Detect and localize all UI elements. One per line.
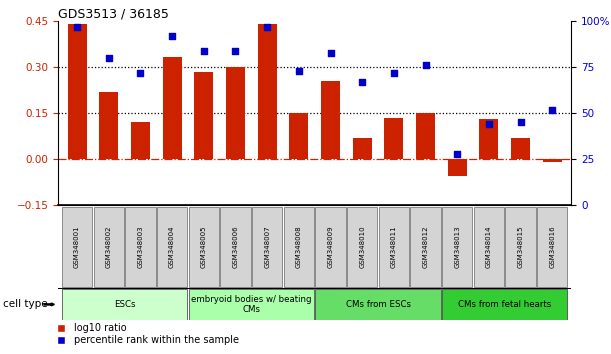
Text: GSM348011: GSM348011 — [391, 225, 397, 268]
FancyBboxPatch shape — [411, 207, 441, 287]
Bar — [384, 118, 403, 159]
Text: GSM348013: GSM348013 — [454, 225, 460, 268]
FancyBboxPatch shape — [62, 289, 188, 320]
Bar — [321, 81, 340, 159]
Point — [420, 63, 430, 68]
FancyBboxPatch shape — [537, 207, 568, 287]
Point — [452, 151, 462, 156]
Text: GSM348008: GSM348008 — [296, 225, 302, 268]
Bar — [543, 159, 562, 162]
FancyBboxPatch shape — [189, 289, 314, 320]
FancyBboxPatch shape — [379, 207, 409, 287]
FancyBboxPatch shape — [189, 207, 219, 287]
Bar — [448, 159, 467, 176]
Bar — [131, 122, 150, 159]
Text: GDS3513 / 36185: GDS3513 / 36185 — [58, 7, 169, 20]
Text: GSM348007: GSM348007 — [264, 225, 270, 268]
Text: ESCs: ESCs — [114, 300, 135, 309]
Text: GSM348012: GSM348012 — [423, 225, 428, 268]
FancyBboxPatch shape — [442, 289, 568, 320]
Point — [72, 24, 82, 30]
Legend: log10 ratio, percentile rank within the sample: log10 ratio, percentile rank within the … — [48, 319, 243, 349]
FancyBboxPatch shape — [93, 207, 124, 287]
Bar — [258, 24, 277, 159]
Text: GSM348010: GSM348010 — [359, 225, 365, 268]
Point — [294, 68, 304, 74]
Text: GSM348015: GSM348015 — [518, 225, 524, 268]
Point — [326, 50, 335, 55]
Text: GSM348005: GSM348005 — [201, 225, 207, 268]
Point — [136, 70, 145, 76]
Bar — [416, 113, 435, 159]
Point — [104, 55, 114, 61]
Bar — [99, 92, 119, 159]
FancyBboxPatch shape — [315, 289, 441, 320]
Bar — [226, 67, 245, 159]
Point — [230, 48, 240, 53]
Point — [389, 70, 399, 76]
FancyBboxPatch shape — [474, 207, 504, 287]
FancyBboxPatch shape — [505, 207, 536, 287]
FancyBboxPatch shape — [62, 207, 92, 287]
FancyBboxPatch shape — [284, 207, 314, 287]
Point — [357, 79, 367, 85]
Text: embryoid bodies w/ beating
CMs: embryoid bodies w/ beating CMs — [191, 295, 312, 314]
Bar — [68, 24, 87, 159]
Bar — [290, 113, 309, 159]
Bar — [511, 138, 530, 159]
Point — [547, 107, 557, 113]
Point — [516, 120, 525, 125]
Text: GSM348001: GSM348001 — [74, 225, 80, 268]
FancyBboxPatch shape — [442, 207, 472, 287]
Point — [167, 33, 177, 39]
Text: GSM348009: GSM348009 — [327, 225, 334, 268]
Bar — [480, 119, 499, 159]
FancyBboxPatch shape — [315, 207, 346, 287]
Point — [484, 121, 494, 127]
FancyBboxPatch shape — [125, 207, 156, 287]
Text: GSM348003: GSM348003 — [137, 225, 144, 268]
Bar — [353, 138, 371, 159]
Text: CMs from ESCs: CMs from ESCs — [346, 300, 411, 309]
FancyBboxPatch shape — [347, 207, 378, 287]
Point — [199, 48, 209, 53]
Bar — [194, 72, 213, 159]
Text: GSM348014: GSM348014 — [486, 225, 492, 268]
Text: GSM348006: GSM348006 — [232, 225, 238, 268]
Text: GSM348016: GSM348016 — [549, 225, 555, 268]
Point — [262, 24, 272, 30]
Text: cell type: cell type — [3, 299, 48, 309]
Bar — [163, 57, 181, 159]
FancyBboxPatch shape — [157, 207, 188, 287]
FancyBboxPatch shape — [252, 207, 282, 287]
Text: GSM348002: GSM348002 — [106, 225, 112, 268]
Text: GSM348004: GSM348004 — [169, 225, 175, 268]
FancyBboxPatch shape — [220, 207, 251, 287]
Text: CMs from fetal hearts: CMs from fetal hearts — [458, 300, 551, 309]
